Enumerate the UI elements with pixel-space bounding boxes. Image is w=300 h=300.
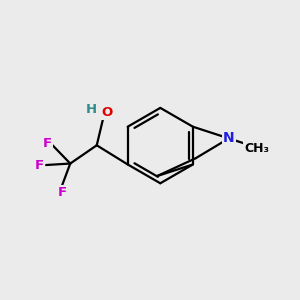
Text: H: H [86, 103, 97, 116]
Text: F: F [35, 158, 44, 172]
Text: CH₃: CH₃ [244, 142, 269, 155]
Text: F: F [58, 187, 67, 200]
Text: F: F [43, 137, 52, 150]
Text: O: O [101, 106, 113, 119]
Text: N: N [223, 131, 235, 146]
